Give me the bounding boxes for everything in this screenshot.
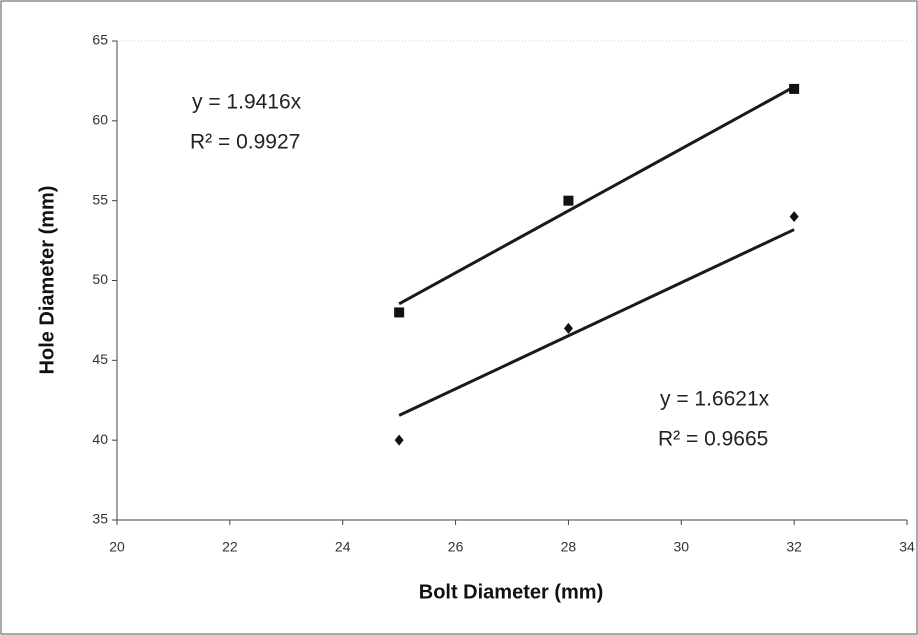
- x-tick-label: 26: [448, 539, 464, 555]
- x-tick-label: 32: [786, 539, 802, 555]
- y-tick-label: 40: [92, 431, 108, 447]
- x-tick-label: 20: [109, 539, 125, 555]
- trend-r-squared: R² = 0.9927: [190, 131, 300, 154]
- x-tick-label: 30: [673, 539, 689, 555]
- trend-r-squared: R² = 0.9665: [658, 428, 768, 451]
- square-marker: [789, 84, 799, 94]
- x-tick-label: 22: [222, 539, 238, 555]
- x-tick-label: 28: [561, 539, 577, 555]
- y-tick-label: 65: [92, 32, 108, 48]
- y-tick-label: 55: [92, 191, 108, 207]
- square-marker: [394, 307, 404, 317]
- y-axis-title: Hole Diameter (mm): [36, 186, 58, 375]
- x-tick-label: 24: [335, 539, 351, 555]
- trend-equation: y = 1.6621x: [660, 388, 770, 411]
- y-tick-label: 60: [92, 112, 108, 128]
- trend-equation: y = 1.9416x: [192, 91, 302, 114]
- x-axis-title: Bolt Diameter (mm): [419, 581, 603, 603]
- chart: Bolt Diameter (mm) Hole Diameter (mm) 35…: [0, 0, 918, 635]
- y-tick-label: 35: [92, 511, 108, 527]
- y-tick-label: 45: [92, 351, 108, 367]
- y-tick-label: 50: [92, 271, 108, 287]
- x-tick-label: 34: [899, 539, 915, 555]
- square-marker: [563, 196, 573, 206]
